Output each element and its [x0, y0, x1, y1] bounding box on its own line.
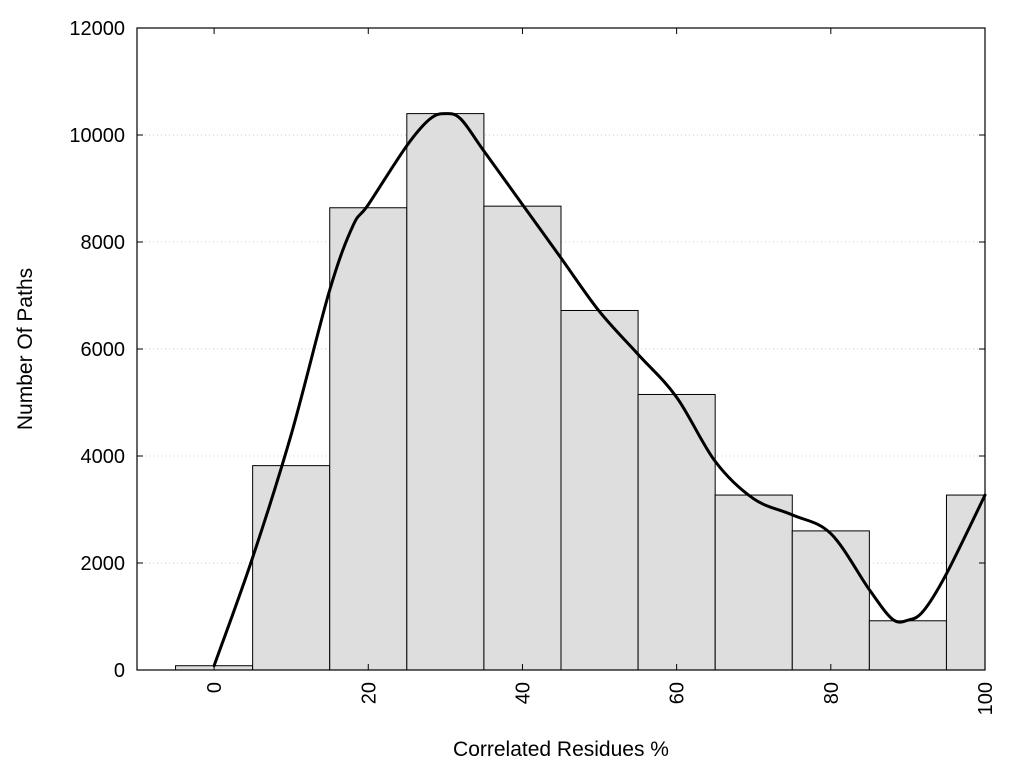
bar-10 [252, 465, 331, 671]
bars [175, 113, 986, 671]
x-tick-label: 80 [821, 682, 843, 704]
y-tick-label: 10000 [69, 125, 125, 147]
density-curve [212, 112, 987, 668]
bar-90 [868, 620, 947, 671]
y-tick-label: 2000 [81, 553, 126, 575]
bar-70 [714, 494, 793, 671]
y-tick-label: 6000 [81, 339, 126, 361]
x-tick-label: 20 [358, 682, 380, 704]
bar-50 [560, 309, 639, 671]
bar-30 [406, 113, 485, 671]
bar-80 [791, 530, 870, 671]
bar-40 [483, 205, 562, 671]
y-tick-label: 12000 [69, 18, 125, 40]
y-tick-label: 8000 [81, 232, 126, 254]
x-tick-label: 0 [204, 682, 226, 693]
bar-60 [637, 393, 716, 671]
x-axis-label: Correlated Residues % [453, 738, 669, 761]
y-axis-label: Number Of Paths [14, 268, 37, 430]
x-axis-ticks: 0 20 40 60 80 100 [204, 28, 997, 715]
y-axis-ticks: 0 2000 4000 6000 8000 10000 12000 [69, 18, 985, 682]
x-tick-label: 40 [512, 682, 534, 704]
x-tick-label: 100 [975, 682, 997, 715]
y-tick-label: 0 [114, 660, 125, 682]
bar-100 [945, 494, 986, 671]
bar-20 [329, 207, 408, 671]
x-tick-label: 60 [667, 682, 689, 704]
y-tick-label: 4000 [81, 446, 126, 468]
